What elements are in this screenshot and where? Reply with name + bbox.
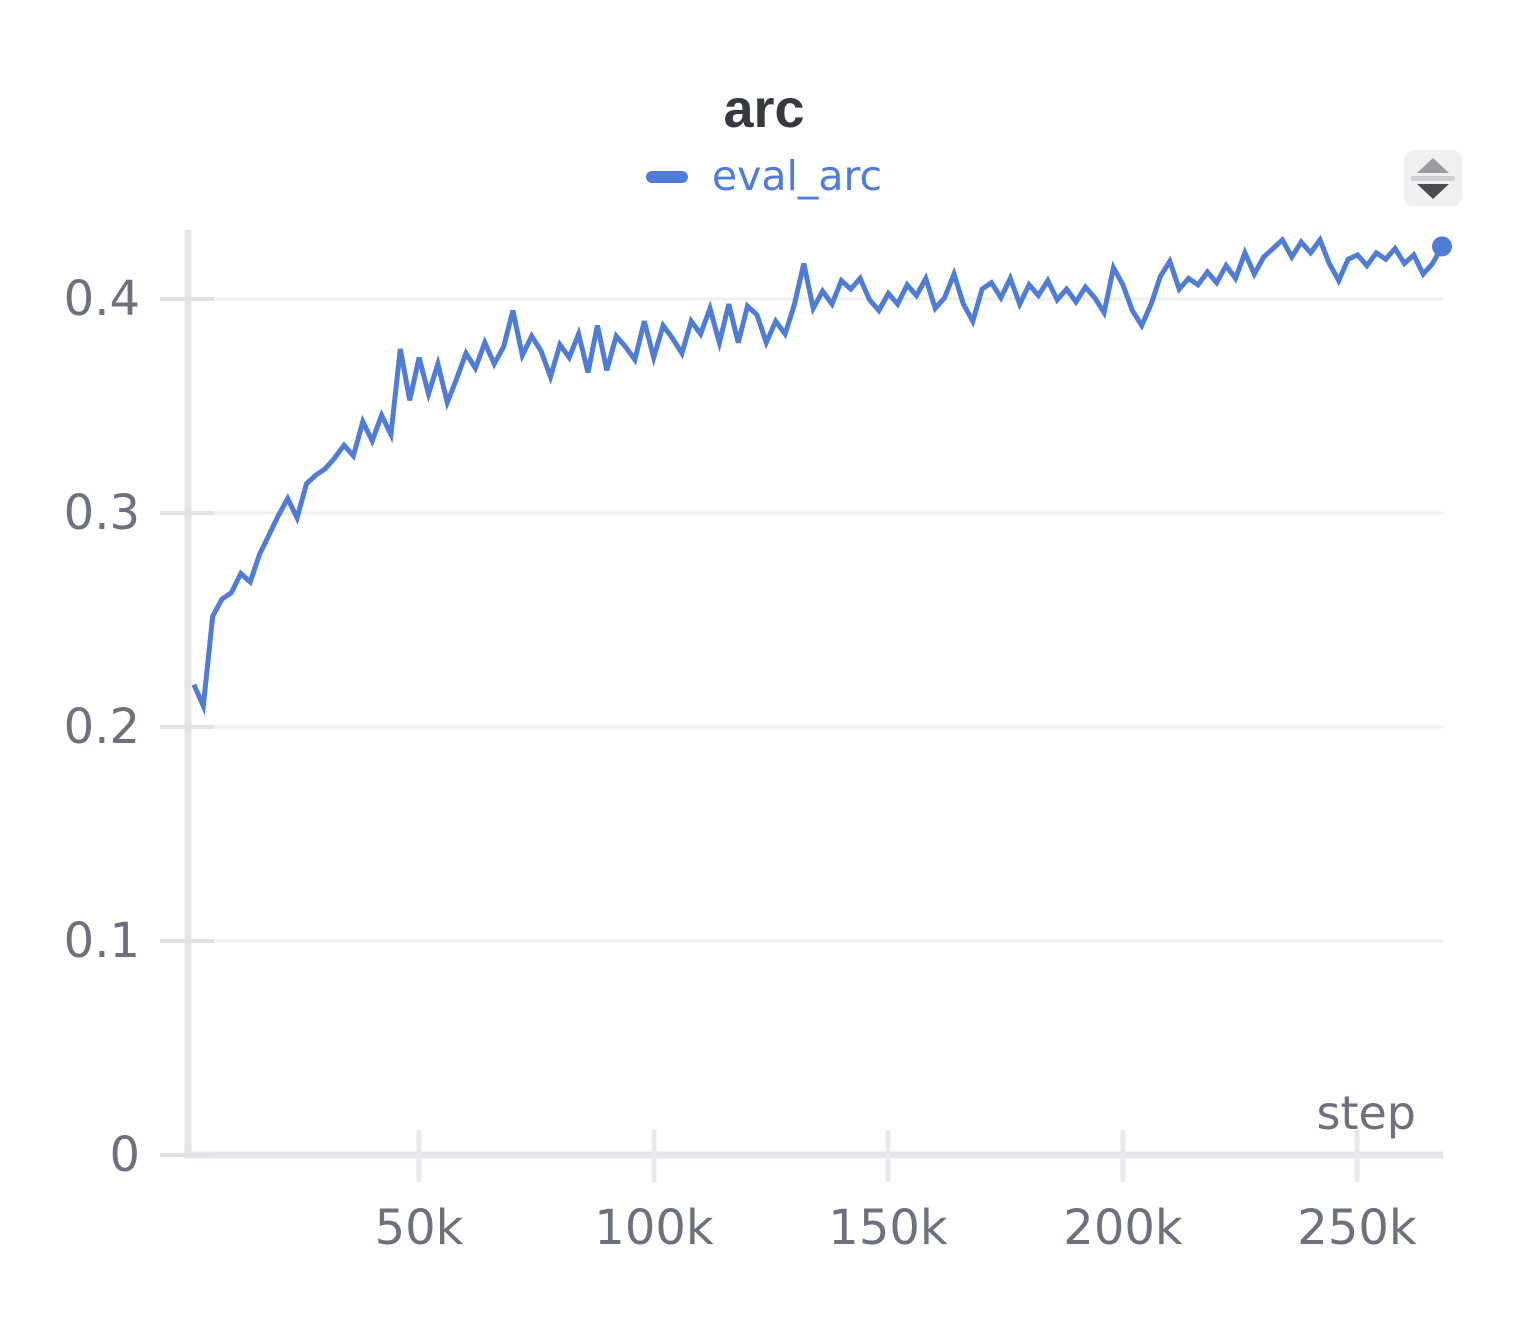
series-line-eval-arc[interactable] — [191, 234, 1445, 716]
y-tick-label: 0.2 — [63, 699, 140, 755]
x-tick-label: 250k — [1297, 1200, 1417, 1256]
legend-item-eval-arc[interactable]: eval_arc — [645, 152, 883, 201]
x-tick-label: 50k — [374, 1200, 464, 1256]
y-tick-label: 0 — [109, 1127, 140, 1183]
y-tick-label: 0.1 — [63, 913, 140, 969]
y-tick-label: 0.4 — [63, 271, 140, 327]
axes — [184, 230, 1443, 1159]
x-axis-label: step — [1316, 1086, 1416, 1140]
legend-series-label: eval_arc — [711, 152, 883, 200]
legend: eval_arc — [0, 152, 1528, 201]
series-color-swatch — [645, 170, 688, 183]
x-tick-marks — [416, 1130, 1360, 1182]
gridlines — [184, 297, 1443, 943]
panel-sort-button[interactable] — [1404, 150, 1462, 206]
y-tick-marks — [160, 297, 214, 1157]
divider-bar-icon — [1411, 175, 1455, 181]
triangle-down-icon — [1417, 183, 1449, 199]
x-tick-label: 100k — [594, 1200, 714, 1256]
x-tick-label: 150k — [828, 1200, 948, 1256]
x-tick-label: 200k — [1063, 1200, 1183, 1256]
y-tick-label: 0.3 — [63, 485, 140, 541]
latest-point-marker[interactable] — [1432, 236, 1452, 257]
panel-title: arc — [723, 79, 805, 139]
triangle-up-icon — [1417, 157, 1449, 173]
